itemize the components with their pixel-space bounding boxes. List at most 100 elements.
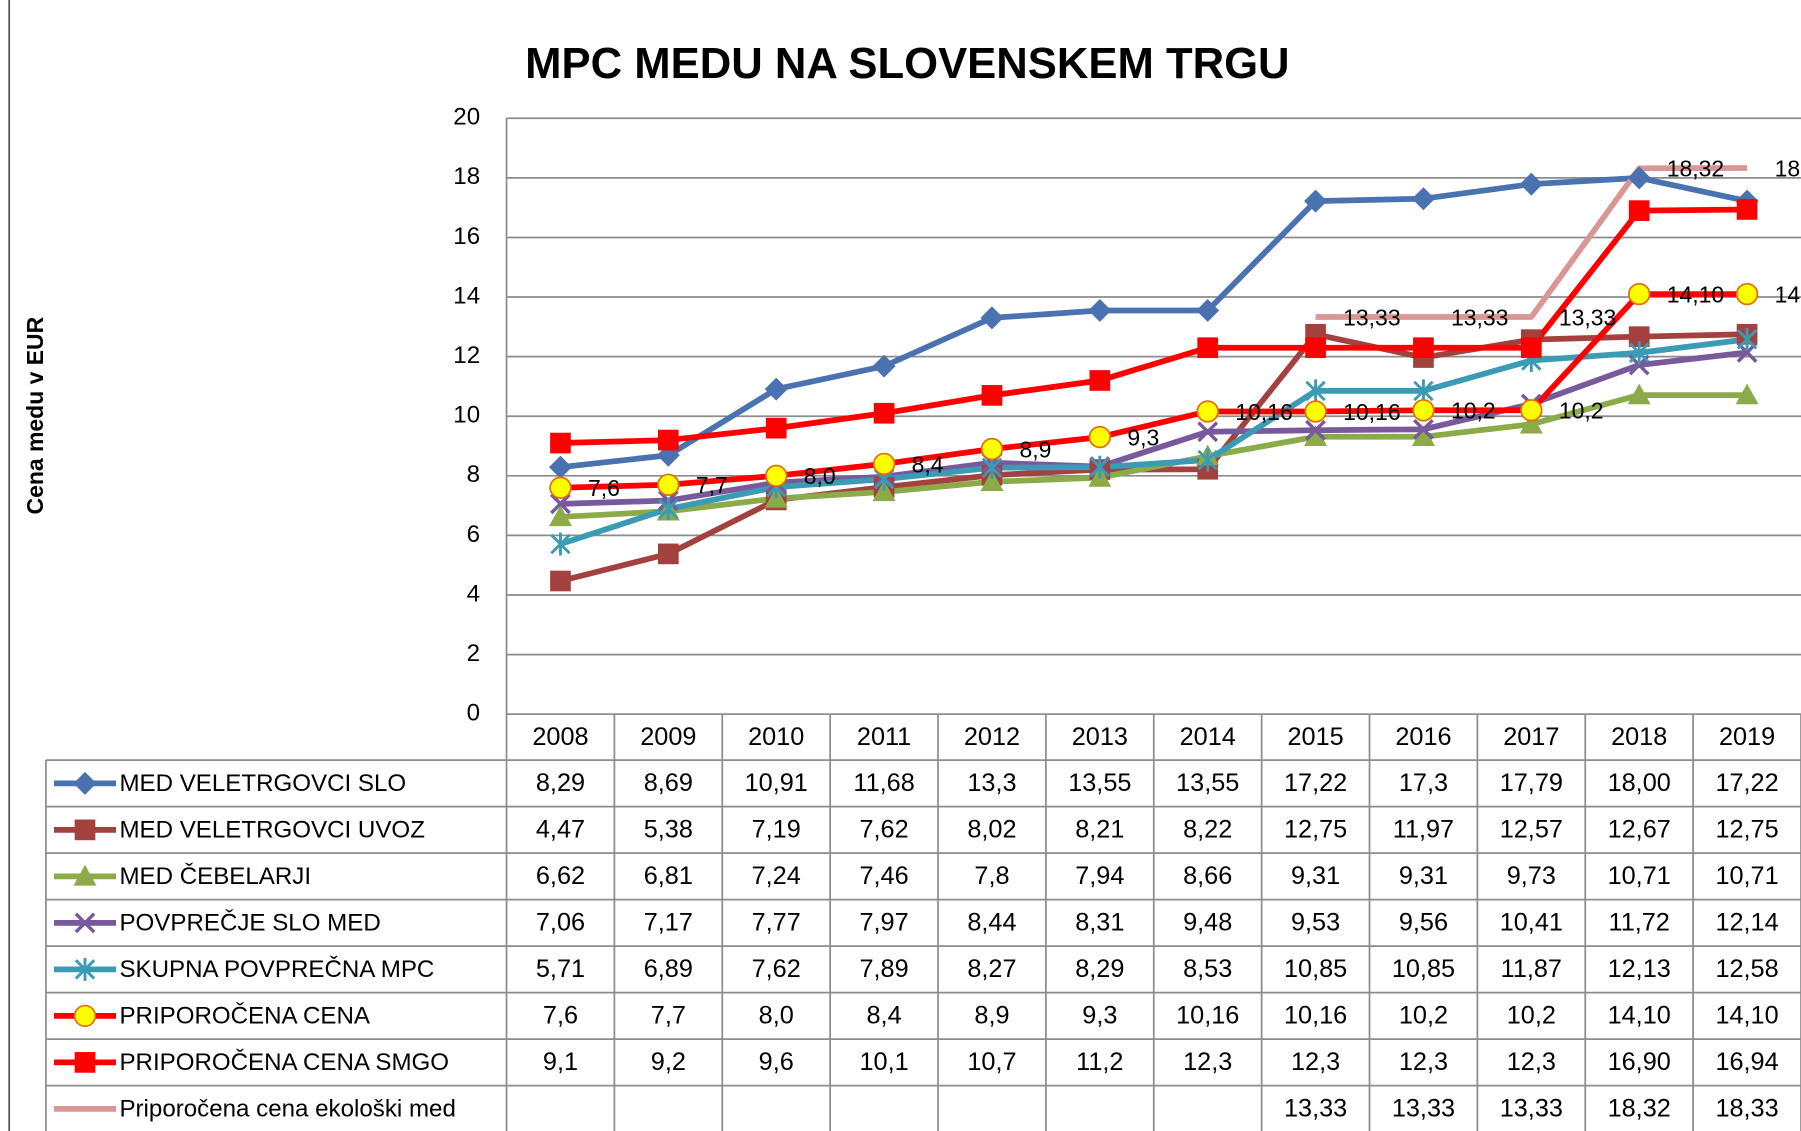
marker bbox=[1088, 298, 1112, 322]
marker bbox=[550, 432, 571, 454]
table-cell: 7,62 bbox=[860, 816, 909, 844]
marker bbox=[1197, 337, 1219, 359]
table-cell: 7,6 bbox=[543, 1002, 578, 1030]
table-cell: 7,19 bbox=[752, 816, 801, 844]
data-label: 7,6 bbox=[588, 475, 620, 501]
y-tick-label: 12 bbox=[453, 342, 480, 369]
y-tick-label: 8 bbox=[467, 461, 480, 488]
table-cell: 11,97 bbox=[1393, 816, 1454, 844]
x-tick-label: 2014 bbox=[1180, 723, 1236, 751]
legend-marker bbox=[74, 957, 96, 981]
table-cell: 18,00 bbox=[1608, 769, 1671, 797]
data-label: 8,9 bbox=[1020, 436, 1052, 462]
x-tick-label: 2015 bbox=[1287, 723, 1343, 751]
data-label: 8,4 bbox=[912, 451, 944, 477]
table-cell: 12,67 bbox=[1608, 816, 1671, 844]
table-cell: 6,81 bbox=[644, 862, 693, 890]
marker bbox=[1413, 379, 1434, 403]
data-label: 13,33 bbox=[1343, 304, 1400, 330]
table-cell: 8,02 bbox=[967, 816, 1016, 844]
marker bbox=[1088, 425, 1112, 449]
table-cell: 9,1 bbox=[543, 1048, 578, 1076]
table-cell: 10,2 bbox=[1507, 1002, 1556, 1030]
table-cell: 13,3 bbox=[967, 769, 1016, 797]
marker bbox=[1735, 282, 1759, 306]
table-cell: 17,79 bbox=[1500, 769, 1563, 797]
table-cell: 13,55 bbox=[1068, 769, 1131, 797]
series-line bbox=[560, 392, 1748, 520]
table-cell: 13,33 bbox=[1392, 1095, 1455, 1123]
series-line bbox=[560, 291, 1748, 491]
table-cell: 12,75 bbox=[1715, 816, 1778, 844]
data-label: 13,33 bbox=[1451, 304, 1508, 330]
marker bbox=[549, 476, 572, 499]
marker bbox=[1197, 421, 1219, 443]
marker bbox=[1519, 412, 1543, 434]
marker bbox=[981, 385, 1003, 406]
table-cell: 9,48 bbox=[1183, 909, 1232, 937]
marker bbox=[1304, 425, 1328, 446]
table-cell: 8,53 bbox=[1183, 955, 1232, 983]
table-cell: 17,3 bbox=[1399, 769, 1448, 797]
data-label: 18,33 bbox=[1775, 155, 1801, 181]
table-cell: 10,7 bbox=[967, 1048, 1016, 1076]
table-cell: 9,31 bbox=[1399, 862, 1448, 890]
table-cell: 11,2 bbox=[1076, 1048, 1123, 1076]
legend-label: Priporočena cena ekološki med bbox=[119, 1095, 455, 1122]
legend-label: PRIPOROČENA CENA bbox=[119, 1001, 370, 1029]
marker bbox=[764, 377, 788, 401]
series-line bbox=[559, 336, 1748, 547]
y-tick-label: 16 bbox=[453, 223, 480, 250]
marker bbox=[1520, 399, 1543, 422]
chart-title: MPC MEDU NA SLOVENSKEM TRGU bbox=[525, 40, 1289, 88]
x-tick-label: 2017 bbox=[1503, 723, 1559, 751]
marker bbox=[550, 532, 571, 556]
legend-marker bbox=[73, 1004, 97, 1028]
table-cell: 8,29 bbox=[536, 769, 585, 797]
table-cell: 7,46 bbox=[860, 862, 909, 890]
table-cell: 9,2 bbox=[651, 1048, 686, 1076]
table-cell: 9,3 bbox=[1082, 1002, 1117, 1030]
table-cell: 7,62 bbox=[752, 955, 801, 983]
data-label: 14,10 bbox=[1775, 281, 1801, 307]
marker bbox=[1628, 341, 1650, 365]
table-cell: 7,8 bbox=[974, 862, 1009, 890]
table-cell: 9,31 bbox=[1291, 862, 1340, 890]
table-cell: 13,33 bbox=[1284, 1095, 1347, 1123]
marker bbox=[980, 470, 1004, 491]
table-cell: 8,31 bbox=[1075, 909, 1124, 937]
marker bbox=[872, 452, 896, 476]
data-label: 13,33 bbox=[1559, 304, 1616, 330]
marker bbox=[1519, 172, 1543, 196]
data-label: 10,16 bbox=[1235, 399, 1292, 425]
legend-marker bbox=[73, 771, 97, 795]
table-cell: 14,10 bbox=[1608, 1002, 1671, 1030]
table-cell: 9,56 bbox=[1399, 909, 1448, 937]
table-cell: 12,3 bbox=[1399, 1048, 1448, 1076]
marker bbox=[1196, 298, 1220, 322]
data-label: 8,0 bbox=[804, 463, 836, 489]
marker bbox=[658, 543, 679, 565]
marker bbox=[1305, 337, 1326, 359]
data-label: 10,16 bbox=[1343, 399, 1400, 425]
marker bbox=[657, 473, 680, 496]
marker bbox=[873, 402, 895, 424]
series-line bbox=[560, 174, 1748, 471]
legend-marker bbox=[73, 864, 97, 886]
marker bbox=[765, 417, 787, 439]
marker bbox=[658, 497, 679, 521]
table-cell: 8,22 bbox=[1183, 816, 1232, 844]
table-cell: 5,71 bbox=[536, 955, 585, 983]
legend-label: MED VELETRGOVCI SLO bbox=[119, 770, 406, 797]
marker bbox=[548, 455, 572, 479]
table-cell: 10,16 bbox=[1284, 1002, 1347, 1030]
table-cell: 17,22 bbox=[1284, 769, 1347, 797]
table-cell: 10,85 bbox=[1284, 955, 1347, 983]
marker bbox=[1627, 282, 1651, 306]
data-label: 10,2 bbox=[1559, 398, 1604, 424]
legend-label: POVPREČJE SLO MED bbox=[119, 908, 380, 936]
table-cell: 6,89 bbox=[644, 955, 693, 983]
series-line bbox=[560, 206, 1748, 446]
marker bbox=[1627, 383, 1651, 405]
